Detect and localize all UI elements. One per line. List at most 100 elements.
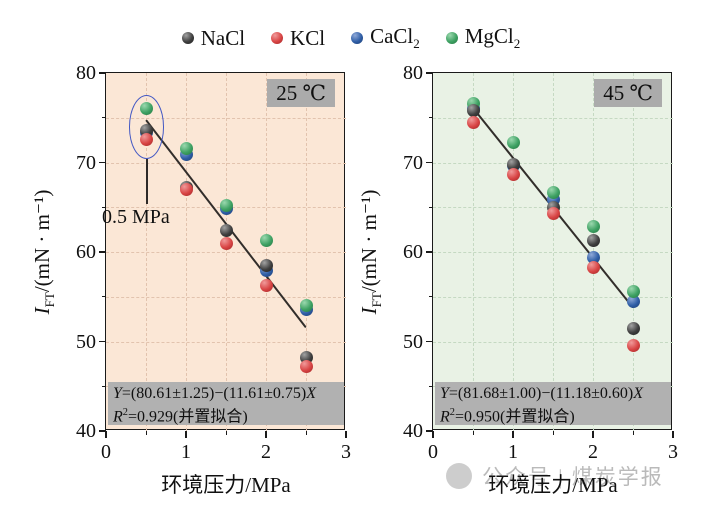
data-point-kcl xyxy=(466,115,480,129)
data-point-mgcl2 xyxy=(506,136,520,150)
x-axis-tick xyxy=(592,431,594,438)
data-point-mgcl2 xyxy=(626,284,640,298)
y-axis-tick-label: 80 xyxy=(403,62,423,84)
gridline xyxy=(106,162,346,164)
fit-equation-line2: R2=0.950(并置拟合) xyxy=(440,407,575,426)
y-axis-tick-label: 50 xyxy=(76,330,96,353)
gridline xyxy=(106,341,346,343)
fit-equation-line1: Y=(81.68±1.00)−(11.18±0.60)X xyxy=(440,384,644,402)
y-axis-tick-label: 40 xyxy=(403,420,423,442)
watermark: 公众号 | 煤炭学报 xyxy=(446,461,664,491)
x-axis-tick xyxy=(432,431,434,438)
fit-equation-box: Y=(81.68±1.00)−(11.18±0.60)X R2=0.950(并置拟… xyxy=(435,381,671,426)
x-axis-title: 环境压力/MPa xyxy=(488,473,618,497)
x-axis-tick-label: 2 xyxy=(261,441,271,463)
x-axis-tick-label: 2 xyxy=(588,441,598,463)
data-point-nacl xyxy=(466,104,480,118)
y-axis-minor-tick xyxy=(429,117,433,119)
x-axis-tick-label: 3 xyxy=(341,441,351,463)
gridline xyxy=(433,162,673,164)
watermark-text: 公众号 | 煤炭学报 xyxy=(482,465,664,489)
y-axis-tick xyxy=(99,161,106,164)
x-axis-tick xyxy=(265,431,267,438)
y-axis-tick-label: 70 xyxy=(76,151,96,174)
gridline xyxy=(433,296,673,298)
temperature-label: 45 ℃ xyxy=(594,79,662,107)
chart-legend: NaCl KCl CaCl2 MgCl2 xyxy=(0,22,702,54)
x-axis-minor-tick xyxy=(552,431,554,435)
y-axis-tick-label: 40 xyxy=(76,420,96,442)
x-axis-tick-label: 0 xyxy=(101,441,111,463)
data-point-kcl xyxy=(299,360,313,374)
legend-item-mgcl2: MgCl2 xyxy=(445,23,521,52)
y-axis-title: IFT/(mN · m⁻¹) xyxy=(29,189,58,315)
gridline xyxy=(106,252,346,253)
y-axis-tick-label: 50 xyxy=(403,330,423,353)
annotation-label: 0.5 MPa xyxy=(102,206,170,229)
y-axis-tick xyxy=(426,430,433,432)
y-axis-tick xyxy=(426,161,433,164)
legend-item-cacl2: CaCl2 xyxy=(351,24,420,52)
x-axis-tick xyxy=(345,431,347,438)
y-axis-tick-label: 70 xyxy=(403,151,423,174)
data-point-cacl2 xyxy=(626,294,640,308)
x-axis-minor-tick xyxy=(472,431,474,435)
x-axis-minor-tick xyxy=(632,431,634,435)
panel-25c-plot: 0 1 2 3 40 50 60 70 80 Y=(80.61±1.25)−(11.61±0.75… xyxy=(30,62,351,497)
y-axis-minor-tick xyxy=(102,296,106,298)
y-axis-tick xyxy=(99,430,106,432)
data-point-mgcl2 xyxy=(219,198,233,212)
legend-item-kcl: KCl xyxy=(271,26,325,51)
panel-45c-plot: 0 1 2 3 40 50 60 70 80 Y=(81.68±1.00)−(11.18±0.60… xyxy=(357,62,678,497)
y-axis-tick-label: 60 xyxy=(403,241,423,263)
data-point-nacl xyxy=(259,258,273,272)
y-axis-tick-label: 60 xyxy=(76,241,96,263)
legend-label: NaCl xyxy=(200,25,246,50)
fit-equation-box: Y=(80.61±1.25)−(11.61±0.75)X R2=0.929(并置拟… xyxy=(108,381,344,426)
gridline xyxy=(433,117,673,119)
x-axis-tick-label: 0 xyxy=(428,441,438,463)
x-axis-tick-label: 3 xyxy=(668,441,678,463)
legend-label: MgCl2 xyxy=(464,23,521,52)
data-point-mgcl2 xyxy=(179,141,193,155)
legend-marker-icon xyxy=(351,32,364,44)
data-point-mgcl2 xyxy=(259,233,273,247)
y-axis-tick xyxy=(426,340,433,343)
y-axis-minor-tick xyxy=(102,385,106,387)
y-axis-tick xyxy=(99,72,106,74)
annotation-ellipse xyxy=(129,95,165,159)
data-point-nacl xyxy=(219,224,233,238)
data-point-kcl xyxy=(626,339,640,353)
y-axis-tick xyxy=(426,72,433,74)
annotation-line xyxy=(145,158,148,204)
data-point-mgcl2 xyxy=(299,299,313,313)
legend-marker-icon xyxy=(271,32,284,44)
x-axis-minor-tick xyxy=(145,431,147,435)
y-axis-minor-tick xyxy=(429,206,433,208)
data-point-kcl xyxy=(586,260,600,274)
y-axis-tick-label: 80 xyxy=(76,62,96,84)
x-axis-tick-label: 1 xyxy=(508,441,518,463)
x-axis-tick xyxy=(512,431,514,438)
legend-marker-icon xyxy=(181,32,194,44)
y-axis-minor-tick xyxy=(102,117,106,119)
fit-equation-line2: R2=0.929(并置拟合) xyxy=(113,407,248,426)
data-point-kcl xyxy=(179,182,193,196)
x-axis-tick-label: 1 xyxy=(181,441,191,463)
data-point-kcl xyxy=(219,236,233,250)
data-point-mgcl2 xyxy=(546,186,560,200)
temperature-label: 25 ℃ xyxy=(267,79,335,107)
y-axis-title: IFT/(mN · m⁻¹) xyxy=(356,189,385,315)
gridline xyxy=(433,252,673,253)
data-point-cacl2 xyxy=(586,250,600,264)
x-axis-tick xyxy=(672,431,674,438)
y-axis-minor-tick xyxy=(429,385,433,387)
y-axis-tick xyxy=(426,251,433,253)
data-point-kcl xyxy=(259,278,273,292)
data-point-mgcl2 xyxy=(586,220,600,234)
y-axis-tick xyxy=(99,251,106,253)
data-point-nacl xyxy=(506,157,520,171)
legend-item-nacl: NaCl xyxy=(181,25,246,51)
gridline xyxy=(106,117,346,119)
